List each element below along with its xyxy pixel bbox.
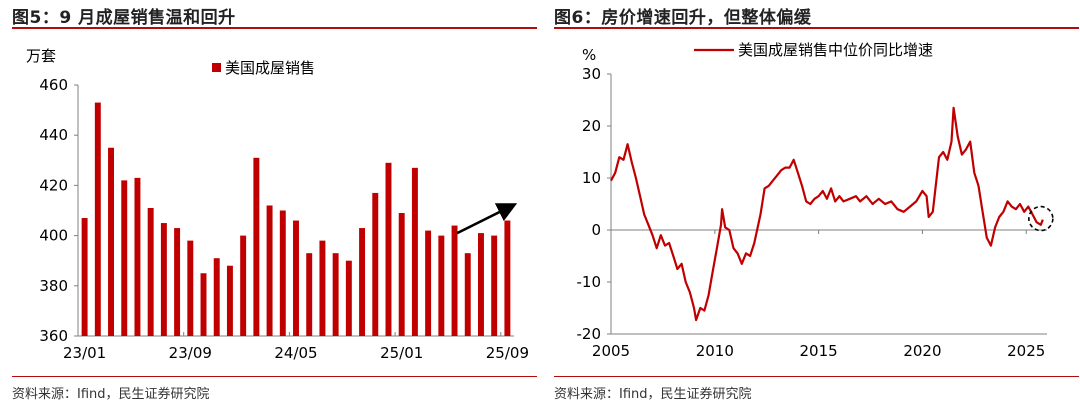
- bar-24/08: [332, 253, 339, 336]
- bar-24/12: [385, 162, 392, 336]
- y-tick-label: 0: [591, 221, 601, 239]
- y-tick-label: 10: [582, 169, 601, 187]
- bar-25/09: [504, 220, 511, 336]
- bar-23/03: [108, 147, 115, 336]
- y-tick-label: 20: [582, 117, 601, 135]
- x-tick-label: 23/01: [63, 344, 106, 362]
- x-tick-label: 25/01: [380, 344, 423, 362]
- bar-23/12: [226, 265, 233, 336]
- legend-swatch: [212, 63, 221, 72]
- y-tick-label: 360: [39, 327, 68, 345]
- legend-label: 美国成屋销售: [225, 59, 315, 77]
- bar-23/06: [147, 207, 154, 336]
- left-title-rule: [12, 27, 537, 29]
- x-tick-label: 24/05: [274, 344, 317, 362]
- right-footer-rule: [554, 376, 1079, 377]
- bar-23/09: [187, 240, 194, 336]
- bar-24/01: [240, 235, 247, 336]
- bar-24/10: [359, 228, 366, 336]
- bar-25/07: [477, 233, 484, 336]
- bar-25/06: [464, 253, 471, 336]
- bar-25/05: [451, 225, 458, 336]
- x-tick-label: 2025: [1007, 342, 1045, 360]
- right-figure-panel: 图6：房价增速回升，但整体偏缓 % -20 -10 0 10 20 30 2005 2010 20…: [554, 0, 1079, 404]
- left-source-note: 资料来源：Ifind，民生证券研究院: [12, 387, 210, 402]
- y-tick-label: 380: [39, 277, 68, 295]
- x-tick-label: 2010: [696, 342, 734, 360]
- highlight-dashed-circle: [1028, 205, 1054, 232]
- bar-23/01: [81, 218, 88, 336]
- trend-up-arrow: [456, 203, 518, 235]
- y-axis-unit: %: [582, 46, 596, 64]
- bar-24/05: [293, 220, 299, 336]
- bar-25/08: [491, 235, 498, 336]
- y-axis-unit: 万套: [26, 47, 56, 65]
- bar-25/01: [398, 213, 405, 336]
- bar-23/02: [94, 102, 101, 336]
- bar-25/02: [411, 167, 418, 336]
- bar-24/09: [345, 260, 352, 336]
- bar-23/04: [121, 180, 128, 336]
- right-title-rule: [554, 27, 1079, 29]
- bar-24/04: [279, 210, 286, 336]
- bar-23/07: [160, 223, 167, 336]
- right-source-note: 资料来源：Ifind，民生证券研究院: [554, 387, 752, 402]
- x-tick-label: 2015: [800, 342, 838, 360]
- y-tick-label: 400: [39, 227, 68, 245]
- y-tick-label: 460: [39, 76, 68, 94]
- bar-24/11: [372, 192, 379, 336]
- legend-label: 美国成屋销售中位价同比增速: [738, 41, 933, 59]
- x-tick-label: 25/09: [486, 344, 529, 362]
- x-tick-label: 2020: [903, 342, 941, 360]
- right-figure-title: 图6：房价增速回升，但整体偏缓: [554, 8, 812, 28]
- y-tick-label: 30: [582, 65, 601, 83]
- right-line-chart: % -20 -10 0 10 20 30 2005 2010 2015 2020 2025 美国成屋销售…: [577, 41, 1054, 360]
- x-tick-label: 2005: [592, 342, 630, 360]
- bar-25/03: [425, 230, 432, 336]
- left-figure-title: 图5：9 月成屋销售温和回升: [12, 8, 236, 28]
- bar-23/10: [200, 273, 207, 336]
- y-tick-label: 420: [39, 176, 68, 194]
- y-tick-label: 440: [39, 126, 68, 144]
- bar-23/05: [134, 177, 141, 336]
- left-bar-chart: 万套 360 380 400 420 440 460 23/01 23/09 24/05 25/01…: [26, 47, 529, 362]
- bar-24/06: [306, 253, 313, 336]
- y-tick-label: -10: [577, 273, 602, 291]
- bar-25/04: [438, 235, 445, 336]
- bar-24/07: [319, 240, 326, 336]
- bar-23/11: [213, 258, 220, 336]
- left-footer-rule: [12, 376, 537, 377]
- left-figure-panel: 图5：9 月成屋销售温和回升 万套 360 380 400 420 440 460 23/01…: [12, 0, 537, 404]
- bar-23/08: [174, 228, 181, 336]
- series-line-median-price-yoy: [610, 106, 1044, 322]
- bar-24/02: [253, 157, 260, 336]
- x-tick-label: 23/09: [169, 344, 212, 362]
- bar-24/03: [266, 205, 273, 336]
- y-tick-label: -20: [577, 325, 602, 343]
